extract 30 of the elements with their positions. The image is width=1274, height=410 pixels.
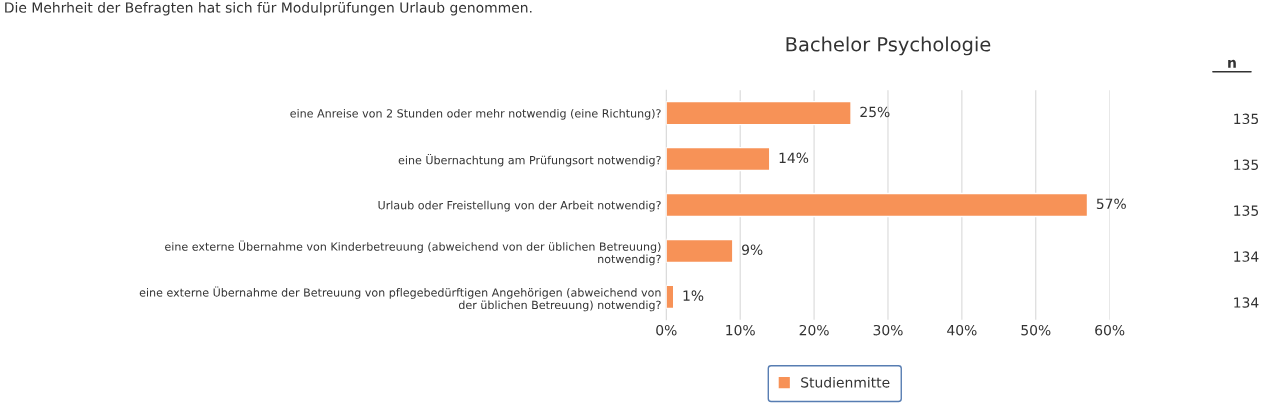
data-label: 1% [683, 290, 704, 301]
x-tick-label: 40% [947, 324, 977, 336]
bar [666, 100, 852, 126]
y-tick-label: eine Anreise von 2 Stunden oder mehr notwendig (eine Richtung)? [290, 108, 661, 120]
text: 135 [1234, 205, 1259, 216]
x-tick-label: 0% [656, 324, 677, 336]
x-tick-label: 10% [726, 324, 755, 336]
y-tick-label: eine externe Übernahme von Kinderbetreuung (abweichend von der üblichen Betreuung) notwendig? [165, 240, 661, 266]
text: 134 [1234, 251, 1259, 262]
text: 135 [1234, 113, 1259, 125]
text: Die Mehrheit der Befragten hat sich für Modulprüfungen Urlaub genommen. [5, 2, 532, 16]
bar [666, 146, 771, 172]
chart-title: Bachelor Psychologie [786, 36, 991, 56]
data-label: 25% [860, 106, 890, 118]
text: 135 [1234, 159, 1259, 170]
y-tick-label: eine Übernachtung am Prüfungsort notwendig? [398, 154, 661, 167]
text: 134 [1234, 297, 1259, 308]
x-tick-label: 60% [1095, 324, 1125, 336]
data-label: 14% [779, 152, 809, 164]
y-tick-label: Urlaub oder Freistellung von der Arbeit notwendig? [378, 200, 661, 212]
text: n [1228, 59, 1236, 68]
data-label: 57% [1096, 198, 1126, 210]
y-tick-label: eine externe Übernahme der Betreuung von pflegebedürftigen Angehörigen (abweichend von der üblichen Betreuung) notwendig? [139, 286, 661, 312]
x-tick-label: 30% [873, 324, 903, 336]
x-tick-label: 20% [799, 324, 829, 336]
bar [666, 238, 734, 264]
bar [666, 192, 1089, 218]
data-label: 9% [742, 244, 763, 255]
legend-label: Studienmitte [801, 376, 890, 388]
x-tick-label: 50% [1021, 324, 1051, 336]
